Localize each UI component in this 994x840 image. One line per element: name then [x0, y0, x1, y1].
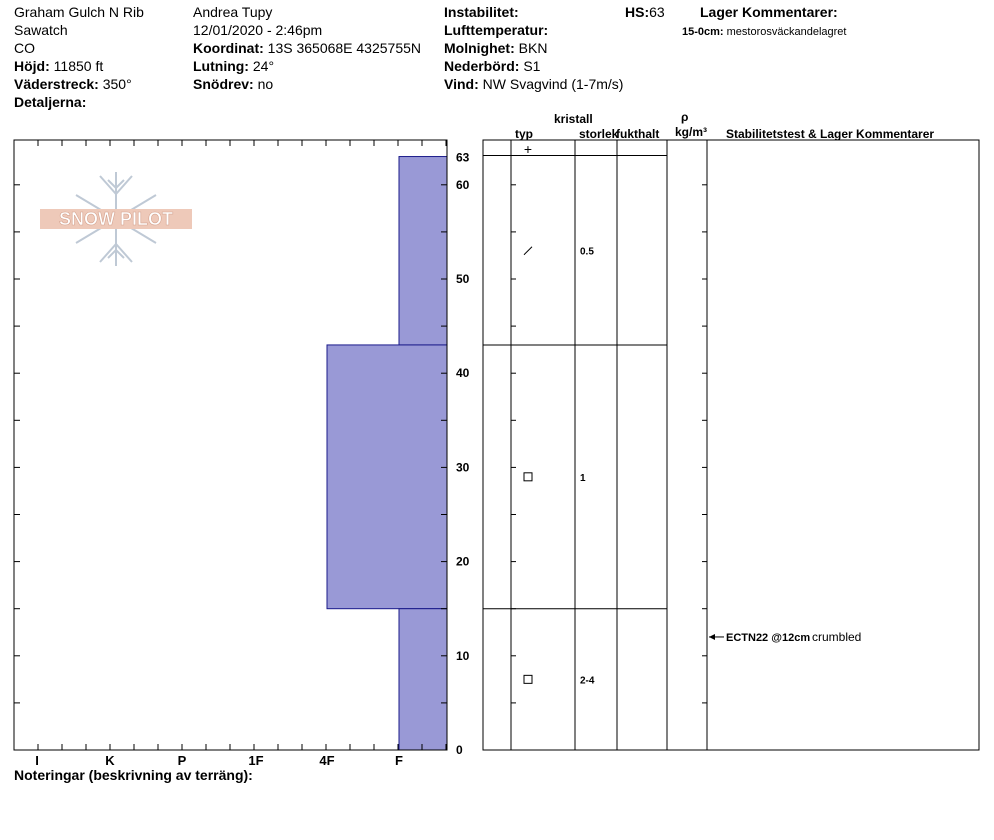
logo-banner: [40, 209, 192, 229]
instability-label: Instabilitet:: [444, 4, 519, 20]
y-tick-label: 30: [456, 460, 470, 474]
snowpilot-logo: SNOW PILOT: [40, 172, 192, 266]
y-tick-label: 60: [456, 178, 470, 192]
elevation-value: 11850 ft: [53, 58, 104, 74]
hardness-tick-label: F: [395, 753, 403, 768]
grain-size-value: 1: [580, 473, 586, 484]
aspect-value: 350°: [102, 76, 132, 92]
wind-value: NW Svagvind (1-7m/s): [482, 76, 624, 92]
cloud-row: Molnighet: BKN: [444, 39, 547, 57]
y-tick-label: 40: [456, 366, 470, 380]
moisture-header: fukthalt: [616, 127, 660, 141]
slope-value: 24°: [252, 58, 275, 74]
arrow-head-icon: [709, 633, 715, 640]
y-top-label: 63: [456, 151, 470, 165]
air-temp-label: Lufttemperatur:: [444, 22, 549, 38]
grain-size-value: 0.5: [580, 247, 594, 258]
aspect-row: Väderstreck: 350°: [14, 75, 132, 93]
stability-header: Stabilitetstest & Lager Kommentarer: [726, 127, 935, 141]
drift-value: no: [257, 76, 274, 92]
precip-value: S1: [523, 58, 541, 74]
crystal-header: kristall: [554, 112, 593, 126]
faceted-grain-symbol: [523, 472, 533, 482]
layer-comment-row: 15-0cm: mestorosväckandelagret: [682, 23, 846, 41]
coordinate-row: Koordinat: 13S 365068E 4325755N: [193, 39, 421, 57]
mountain-range: Sawatch: [14, 22, 68, 38]
precip-label: Nederbörd:: [444, 58, 520, 74]
location-name: Graham Gulch N Rib: [14, 4, 144, 20]
layer-comment-range: 15-0cm:: [682, 26, 724, 38]
slope-row: Lutning: 24°: [193, 57, 274, 75]
hardness-tick-label: P: [178, 753, 187, 768]
y-tick-label: 0: [456, 743, 463, 757]
notes-label: Noteringar (beskrivning av terräng):: [14, 767, 253, 783]
cloud-value: BKN: [518, 40, 548, 56]
hs-row: HS:63: [625, 3, 665, 21]
snow-profile-chart: SNOW PILOT 0 10 20 30 40 50 60 63 I K P 1F 4F F +0.5…: [13, 139, 980, 768]
hs-value: 63: [649, 4, 665, 20]
drift-row: Snödrev: no: [193, 75, 273, 93]
slope-label: Lutning:: [193, 58, 249, 74]
drift-label: Snödrev:: [193, 76, 254, 92]
surface-grain-symbol: +: [524, 141, 532, 157]
details-label: Detaljerna:: [14, 94, 87, 110]
size-header: storlek: [579, 127, 619, 141]
hardness-bar-2: [326, 344, 448, 610]
y-tick-label: 50: [456, 272, 470, 286]
table-frame: [482, 139, 980, 751]
hardness-bar-3: [398, 608, 448, 751]
grain-size-value: 2-4: [580, 675, 595, 686]
hardness-tick-label: I: [35, 753, 39, 768]
wind-label: Vind:: [444, 76, 479, 92]
hardness-tick-label: K: [105, 753, 115, 768]
coordinate-value: 13S 365068E 4325755N: [267, 40, 422, 56]
aspect-label: Väderstreck:: [14, 76, 99, 92]
elevation-row: Höjd: 11850 ft: [14, 57, 103, 75]
wind-row: Vind: NW Svagvind (1-7m/s): [444, 75, 623, 93]
logo-text: SNOW PILOT: [59, 209, 173, 229]
layer-comments-label: Lager Kommentarer:: [700, 4, 838, 20]
hs-label: HS:: [625, 4, 650, 20]
decomposing-grain-symbol: [523, 246, 533, 256]
rho-header: ρ: [681, 110, 689, 124]
stability-test-code: ECTN22 @12cm: [726, 632, 810, 644]
stability-test-comment: crumbled: [812, 630, 861, 644]
y-tick-label: 20: [456, 555, 470, 569]
observation-datetime: 12/01/2020 - 2:46pm: [193, 22, 323, 38]
elevation-label: Höjd:: [14, 58, 50, 74]
density-unit-header: kg/m³: [675, 125, 708, 139]
faceted-grain-symbol: [523, 674, 533, 684]
air-temp-row: Lufttemperatur:: [444, 21, 548, 39]
hardness-tick-label: 1F: [248, 753, 263, 768]
state: CO: [14, 40, 35, 56]
precip-row: Nederbörd: S1: [444, 57, 540, 75]
y-tick-label: 10: [456, 649, 470, 663]
layer-comment-text: mestorosväckandelagret: [726, 26, 847, 38]
observer-name: Andrea Tupy: [193, 4, 273, 20]
hardness-bar-1: [398, 156, 448, 346]
hardness-tick-label: 4F: [319, 753, 334, 768]
coordinate-label: Koordinat:: [193, 40, 264, 56]
type-header: typ: [515, 127, 533, 141]
cloud-label: Molnighet:: [444, 40, 515, 56]
